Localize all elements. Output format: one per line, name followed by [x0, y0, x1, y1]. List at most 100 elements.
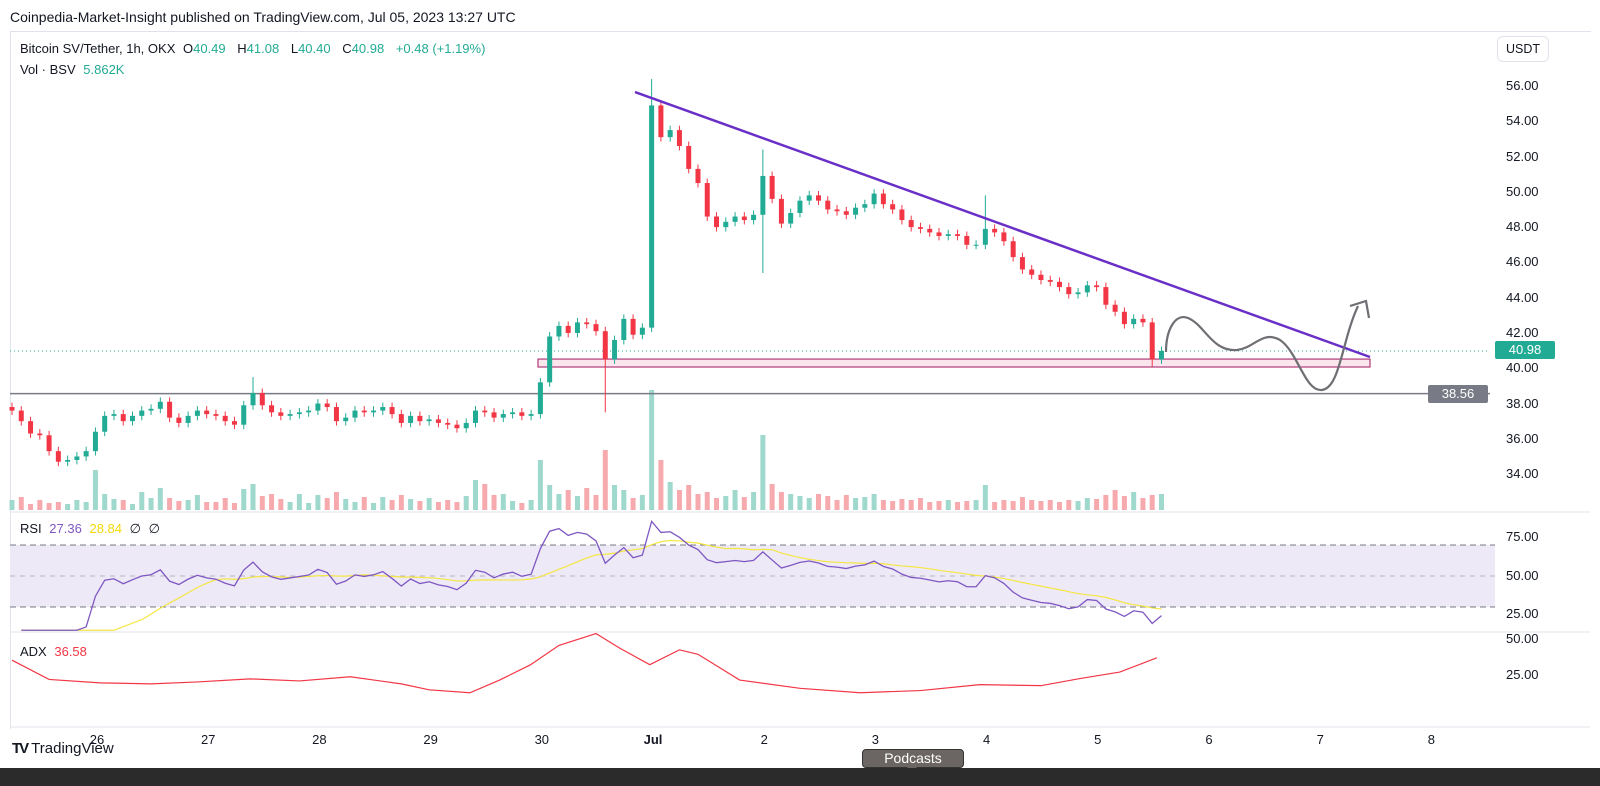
- change-value: +0.48 (+1.19%): [395, 41, 486, 56]
- candle-body: [917, 227, 923, 229]
- volume-bar: [213, 502, 219, 510]
- volume-bar: [612, 485, 618, 510]
- candle-body: [982, 228, 988, 245]
- candle-body: [333, 407, 339, 422]
- volume-bar: [167, 498, 173, 510]
- volume-bar: [352, 502, 358, 510]
- candle-body: [482, 410, 488, 413]
- candle-body: [537, 382, 543, 415]
- candle-body: [417, 415, 423, 422]
- price-axis-label: 34.00: [1506, 466, 1539, 482]
- volume-bar: [853, 498, 859, 510]
- candle-body: [398, 414, 404, 423]
- candle-body: [111, 414, 117, 416]
- volume-bar: [18, 497, 24, 510]
- candle-body: [28, 421, 34, 434]
- volume-bar: [250, 484, 256, 510]
- volume-bar: [333, 492, 339, 510]
- candle-body: [324, 403, 330, 408]
- volume-bar: [259, 496, 265, 510]
- volume-bar: [992, 502, 998, 510]
- adx-pane: [11, 632, 1158, 694]
- volume-label: Vol · BSV: [20, 62, 76, 77]
- volume-bar: [1075, 501, 1081, 510]
- volume-bar: [389, 500, 395, 510]
- volume-bar: [1047, 500, 1053, 510]
- brand-name: TradingView: [31, 740, 114, 757]
- volume-bar: [1001, 500, 1007, 510]
- volume-bar: [398, 495, 404, 510]
- rsi-pane: [10, 519, 1495, 631]
- candle-body: [612, 340, 618, 360]
- tradingview-brand[interactable]: TV TradingView: [12, 740, 114, 758]
- rsi-label[interactable]: RSI: [20, 521, 42, 536]
- candle-body: [463, 422, 469, 429]
- volume-bar: [658, 460, 664, 510]
- volume-bar: [361, 497, 367, 510]
- candle-body: [1112, 304, 1118, 312]
- volume-bar: [500, 494, 506, 510]
- volume-bar: [491, 495, 497, 510]
- candle-body: [945, 234, 951, 236]
- low-label: L: [290, 41, 299, 56]
- candle-body: [361, 410, 367, 413]
- chart-frame[interactable]: [10, 31, 1591, 729]
- candle-body: [83, 451, 89, 457]
- candle-body: [676, 130, 682, 146]
- currency-button[interactable]: USDT: [1497, 36, 1549, 62]
- candle-body: [834, 209, 840, 212]
- candle-body: [510, 412, 516, 415]
- price-axis-label: 56.00: [1506, 78, 1539, 93]
- time-axis-label: 29: [423, 732, 438, 747]
- volume-bar: [269, 494, 275, 510]
- volume-bar: [278, 499, 284, 510]
- tradingview-logo-icon: TV: [12, 740, 29, 757]
- open-label: O: [182, 41, 194, 56]
- candle-body: [9, 407, 15, 411]
- volume-bar: [1029, 500, 1035, 510]
- candle-body: [37, 433, 43, 436]
- adx-line: [11, 632, 1158, 694]
- adx-label[interactable]: ADX: [20, 644, 47, 659]
- volume-bar: [343, 499, 349, 510]
- volume-bar: [315, 495, 321, 510]
- candle-body: [908, 220, 914, 228]
- volume-bar: [102, 494, 108, 510]
- volume-bar: [519, 503, 525, 510]
- volume-bar: [899, 499, 905, 510]
- volume-bar: [834, 500, 840, 510]
- volume-bar: [1094, 499, 1100, 510]
- candle-body: [18, 410, 24, 422]
- rsi-value: 27.36: [49, 521, 82, 536]
- candle-body: [556, 325, 562, 337]
- candle-body: [565, 325, 571, 333]
- volume-bar: [723, 496, 729, 510]
- time-axis-label: 28: [312, 732, 327, 747]
- volume-bar: [28, 504, 34, 510]
- rsi-legend: RSI 27.36 28.84 ∅ ∅: [20, 521, 164, 537]
- candle-body: [241, 405, 247, 425]
- rsi-axis-label: 50.00: [1506, 568, 1539, 583]
- candle-body: [1158, 350, 1164, 360]
- volume-bar: [371, 503, 377, 510]
- volume-bar: [686, 485, 692, 510]
- candle-body: [955, 234, 961, 236]
- candle-body: [1149, 322, 1155, 360]
- symbol-name[interactable]: Bitcoin SV/Tether, 1h, OKX: [20, 41, 176, 56]
- support-zone: [537, 358, 1371, 368]
- na-icon: ∅: [148, 521, 160, 536]
- candle-body: [213, 414, 219, 416]
- volume-bar: [1019, 497, 1025, 510]
- candle-body: [964, 235, 970, 245]
- candle-body: [1121, 311, 1127, 325]
- candle-body: [1038, 274, 1044, 281]
- candle-body: [890, 204, 896, 210]
- candle-body: [306, 410, 312, 413]
- volume-bar: [65, 504, 71, 510]
- time-axis-label: 8: [1427, 732, 1436, 747]
- volume-bar: [185, 500, 191, 510]
- time-axis-label: 30: [534, 732, 550, 747]
- volume-bar: [130, 504, 136, 510]
- candle-body: [751, 214, 757, 221]
